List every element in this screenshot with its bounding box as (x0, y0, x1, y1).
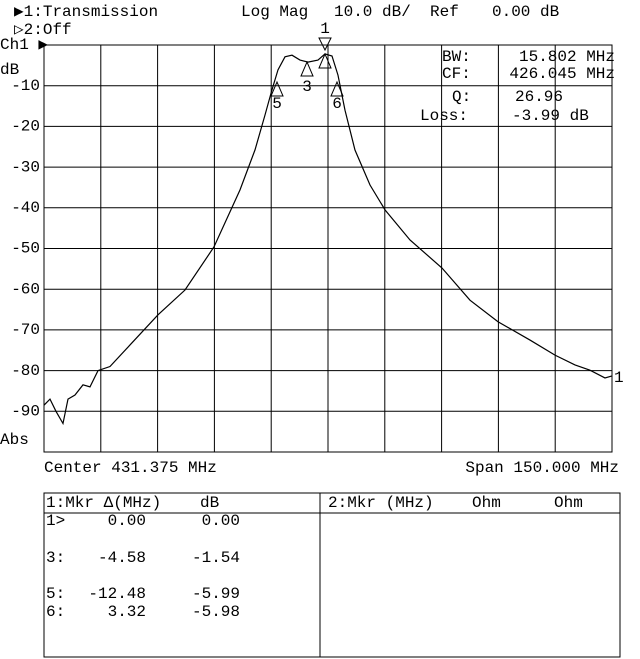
cell: 3.32 (108, 603, 146, 621)
cell: -5.98 (192, 603, 240, 621)
y-tick-label: -10 (11, 77, 40, 95)
trace (43, 53, 613, 426)
marker-label: 3 (302, 78, 312, 96)
unit: dB (0, 61, 19, 79)
q-label: Q: (452, 88, 471, 106)
marker-ref (318, 52, 332, 69)
table-header: Ohm (554, 494, 583, 512)
row-label: 3: (46, 549, 65, 567)
marker-1 (318, 37, 332, 52)
ref-label: Ref (430, 3, 459, 21)
channel: Ch1 ▶ (0, 36, 48, 54)
span: Span 150.000 MHz (465, 459, 619, 477)
table-header: 1:Mkr Δ(MHz) (46, 494, 161, 512)
table-frame (43, 492, 621, 658)
row-label: 1> (46, 512, 65, 530)
marker-3 (300, 60, 314, 77)
trace2: ▷2:Off (14, 21, 72, 39)
cell: -4.58 (98, 549, 146, 567)
y-tick-label: -90 (11, 403, 40, 421)
row-label: 5: (46, 585, 65, 603)
marker-label: 1 (320, 20, 330, 38)
mode: Abs (0, 431, 29, 449)
marker-label: 5 (272, 95, 282, 113)
table-header: Ohm (472, 494, 501, 512)
bw-label: BW: (442, 48, 471, 66)
table-header: 2:Mkr (MHz) (328, 494, 434, 512)
row-label: 6: (46, 603, 65, 621)
marker-5 (270, 80, 284, 97)
q: 26.96 (515, 88, 563, 106)
center: Center 431.375 MHz (44, 459, 217, 477)
ref: 0.00 dB (492, 3, 559, 21)
cell: -1.54 (192, 549, 240, 567)
y-tick-label: -80 (11, 362, 40, 380)
y-tick-label: -40 (11, 199, 40, 217)
loss: -3.99 dB (512, 107, 589, 125)
cell: -5.99 (192, 585, 240, 603)
y-tick-label: -50 (11, 240, 40, 258)
table-rows: 1> 0.00 0.00 3: -4.58 -1.54 5: -12.48 -5.99 6: 3.3… (46, 512, 240, 621)
marker-label: 6 (332, 95, 342, 113)
y-tick-label: -60 (11, 280, 40, 298)
cf: 426.045 MHz (509, 65, 615, 83)
cf-label: CF: (442, 65, 471, 83)
y-tick-label: -70 (11, 321, 40, 339)
table-header: dB (200, 494, 219, 512)
marker-label: 1 (614, 369, 624, 387)
y-tick-label: -30 (11, 158, 40, 176)
bw: 15.802 MHz (519, 48, 615, 66)
trace1: ▶1:Transmission (14, 3, 158, 21)
cell: 0.00 (202, 512, 240, 530)
scale: 10.0 dB/ (334, 3, 411, 21)
cell: 0.00 (108, 512, 146, 530)
marker-6 (330, 80, 344, 97)
loss-label: Loss: (420, 107, 468, 125)
cell: -12.48 (88, 585, 146, 603)
format: Log Mag (241, 3, 308, 21)
y-tick-label: -20 (11, 118, 40, 136)
